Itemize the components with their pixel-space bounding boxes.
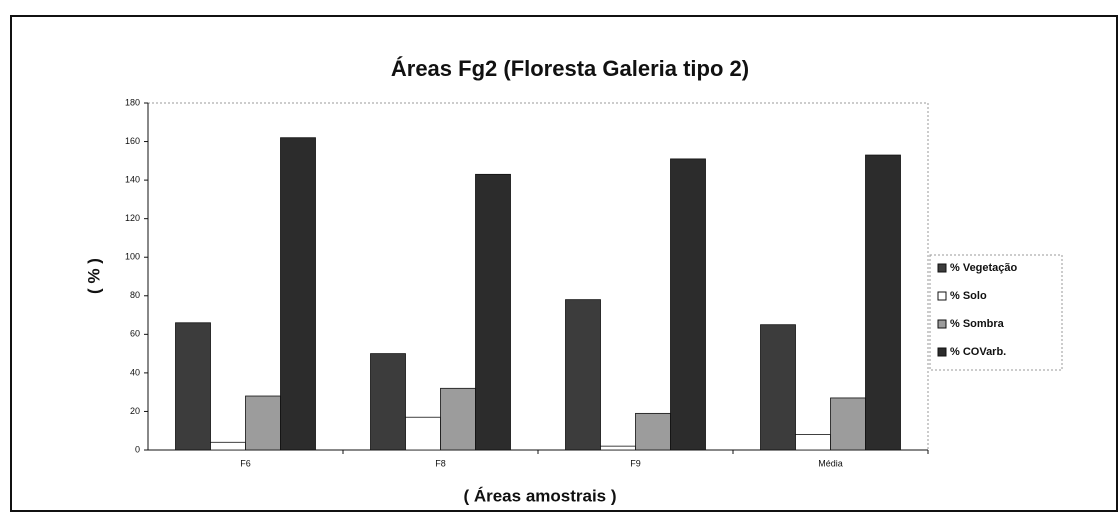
bar [245,395,281,451]
y-tick-label: 140 [125,174,140,184]
legend-label: % Sombra [950,318,1005,330]
bar [440,387,476,451]
legend-swatch [937,319,947,329]
y-tick-label: 40 [130,367,140,377]
x-tick-label: Média [818,458,843,468]
bar [405,416,441,451]
bar [565,299,601,451]
legend-label: % COVarb. [950,346,1006,358]
legend-label: % Vegetação [950,262,1018,274]
bar [370,353,406,451]
chart-title: Áreas Fg2 (Floresta Galeria tipo 2) [391,56,749,81]
chart-frame [10,15,1118,512]
y-tick-label: 120 [125,213,140,223]
bar [600,445,636,451]
y-tick-label: 0 [135,444,140,454]
bar [670,158,706,451]
legend-swatch [937,347,947,357]
bar [175,322,211,451]
legend-label: % Solo [950,290,987,302]
legend [929,254,1063,371]
bar [760,324,796,451]
y-tick-label: 20 [130,406,140,416]
legend-swatch [937,291,947,301]
y-tick-label: 60 [130,329,140,339]
bar [280,137,316,451]
bar [210,441,246,451]
y-tick-label: 160 [125,136,140,146]
bar [830,397,866,451]
y-tick-label: 100 [125,252,140,262]
y-tick-label: 80 [130,290,140,300]
bar [865,154,901,451]
x-axis-label: ( Áreas amostrais ) [463,486,616,505]
bar [475,173,511,451]
legend-swatch [937,263,947,273]
y-axis-label: ( % ) [84,258,103,294]
x-tick-label: F6 [240,458,251,468]
bar [635,412,671,451]
y-tick-label: 180 [125,97,140,107]
x-tick-label: F9 [630,458,641,468]
x-tick-label: F8 [435,458,446,468]
bar [795,434,831,451]
